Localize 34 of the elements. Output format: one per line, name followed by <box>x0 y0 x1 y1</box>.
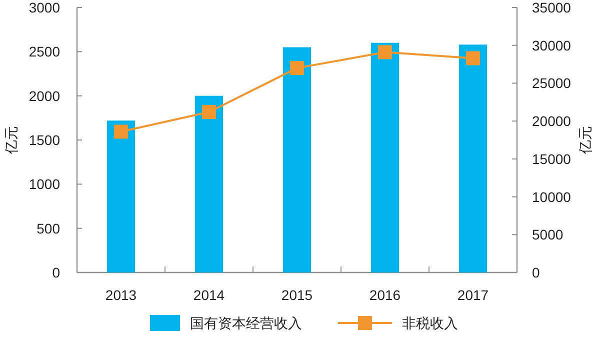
bar <box>107 120 135 272</box>
bar <box>195 96 223 272</box>
y-tick-label: 3000 <box>28 0 60 16</box>
y-tick-label: 2000 <box>28 88 60 104</box>
bar <box>283 47 311 272</box>
point <box>290 61 304 76</box>
x-tick-label: 2015 <box>281 287 313 303</box>
y2-tick-label: 35000 <box>532 0 572 16</box>
x-tick-label: 2013 <box>105 287 137 303</box>
y2-tick-label: 5000 <box>532 226 564 243</box>
y2-axis-title: 亿元 <box>577 126 593 155</box>
bar <box>371 42 399 272</box>
x-tick-label: 2014 <box>193 287 225 303</box>
point <box>114 124 128 139</box>
y-tick-label: 500 <box>36 220 60 236</box>
bar <box>459 44 487 272</box>
y2-tick-label: 0 <box>532 264 540 280</box>
y-tick-label: 1500 <box>28 132 60 148</box>
legend-label: 国有资本经营收入 <box>190 315 302 331</box>
y2-tick-label: 20000 <box>532 113 572 130</box>
y-axis-title: 亿元 <box>3 126 19 155</box>
point <box>378 45 392 60</box>
legend-label: 非税收入 <box>402 315 458 331</box>
y-tick-label: 2500 <box>28 44 60 60</box>
y2-tick-label: 10000 <box>532 188 572 205</box>
y-tick-label: 0 <box>52 264 60 280</box>
point <box>202 104 216 119</box>
y2-tick-label: 30000 <box>532 37 572 54</box>
y-tick-label: 1000 <box>28 176 60 192</box>
y2-tick-label: 15000 <box>532 150 572 167</box>
x-tick-label: 2017 <box>457 287 489 303</box>
y2-tick-label: 25000 <box>532 75 572 92</box>
x-tick-label: 2016 <box>369 287 401 303</box>
point <box>466 51 480 66</box>
